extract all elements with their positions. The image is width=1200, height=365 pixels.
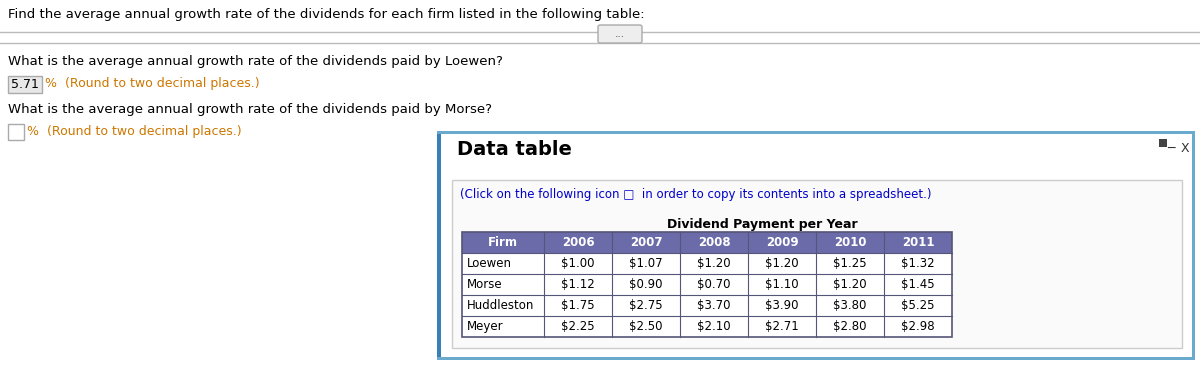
- Text: $0.90: $0.90: [629, 278, 662, 291]
- Text: $1.75: $1.75: [562, 299, 595, 312]
- Text: 2010: 2010: [834, 236, 866, 249]
- Text: ─: ─: [1166, 142, 1175, 155]
- FancyBboxPatch shape: [598, 25, 642, 43]
- Text: 2008: 2008: [697, 236, 731, 249]
- Text: $2.10: $2.10: [697, 320, 731, 333]
- Text: $1.45: $1.45: [901, 278, 935, 291]
- Text: Firm: Firm: [488, 236, 518, 249]
- Bar: [1159, 139, 1166, 147]
- Bar: [462, 232, 952, 337]
- Bar: [437, 132, 442, 360]
- Text: 2007: 2007: [630, 236, 662, 249]
- Text: 2011: 2011: [901, 236, 935, 249]
- Text: $1.12: $1.12: [562, 278, 595, 291]
- Text: $3.80: $3.80: [833, 299, 866, 312]
- Text: Dividend Payment per Year: Dividend Payment per Year: [667, 218, 857, 231]
- Bar: [462, 274, 952, 295]
- Text: What is the average annual growth rate of the dividends paid by Morse?: What is the average annual growth rate o…: [8, 103, 492, 116]
- Text: Loewen: Loewen: [467, 257, 512, 270]
- Bar: [1192, 132, 1195, 360]
- Bar: [462, 295, 952, 316]
- Text: $2.98: $2.98: [901, 320, 935, 333]
- Text: Morse: Morse: [467, 278, 503, 291]
- Text: $2.71: $2.71: [766, 320, 799, 333]
- Text: $2.25: $2.25: [562, 320, 595, 333]
- Text: $1.20: $1.20: [833, 278, 866, 291]
- Text: $1.20: $1.20: [766, 257, 799, 270]
- Bar: [437, 357, 1195, 360]
- Bar: [8, 76, 42, 93]
- Bar: [462, 232, 952, 253]
- Text: Meyer: Meyer: [467, 320, 504, 333]
- Text: $1.07: $1.07: [629, 257, 662, 270]
- Text: $2.80: $2.80: [833, 320, 866, 333]
- Text: $1.00: $1.00: [562, 257, 595, 270]
- Text: $2.50: $2.50: [629, 320, 662, 333]
- Text: 2009: 2009: [766, 236, 798, 249]
- Text: $1.32: $1.32: [901, 257, 935, 270]
- Text: 2006: 2006: [562, 236, 594, 249]
- Text: Data table: Data table: [457, 140, 572, 159]
- Text: $1.20: $1.20: [697, 257, 731, 270]
- Text: ...: ...: [614, 29, 625, 39]
- Text: $1.10: $1.10: [766, 278, 799, 291]
- Text: $3.70: $3.70: [697, 299, 731, 312]
- Text: Huddleston: Huddleston: [467, 299, 534, 312]
- Text: $3.90: $3.90: [766, 299, 799, 312]
- Bar: [452, 180, 1182, 348]
- Text: $0.70: $0.70: [697, 278, 731, 291]
- Bar: [462, 316, 952, 337]
- Bar: [8, 124, 24, 140]
- Text: Find the average annual growth rate of the dividends for each firm listed in the: Find the average annual growth rate of t…: [8, 8, 644, 21]
- Text: 5.71: 5.71: [11, 78, 38, 91]
- Bar: [437, 132, 1195, 360]
- Text: X: X: [1181, 142, 1189, 155]
- Text: What is the average annual growth rate of the dividends paid by Loewen?: What is the average annual growth rate o…: [8, 55, 503, 68]
- Text: %  (Round to two decimal places.): % (Round to two decimal places.): [28, 125, 241, 138]
- Text: $5.25: $5.25: [901, 299, 935, 312]
- Text: $2.75: $2.75: [629, 299, 662, 312]
- Bar: [437, 131, 1195, 134]
- Bar: [462, 253, 952, 274]
- Text: %  (Round to two decimal places.): % (Round to two decimal places.): [46, 77, 259, 90]
- Text: (Click on the following icon □  in order to copy its contents into a spreadsheet: (Click on the following icon □ in order …: [460, 188, 931, 201]
- Text: $1.25: $1.25: [833, 257, 866, 270]
